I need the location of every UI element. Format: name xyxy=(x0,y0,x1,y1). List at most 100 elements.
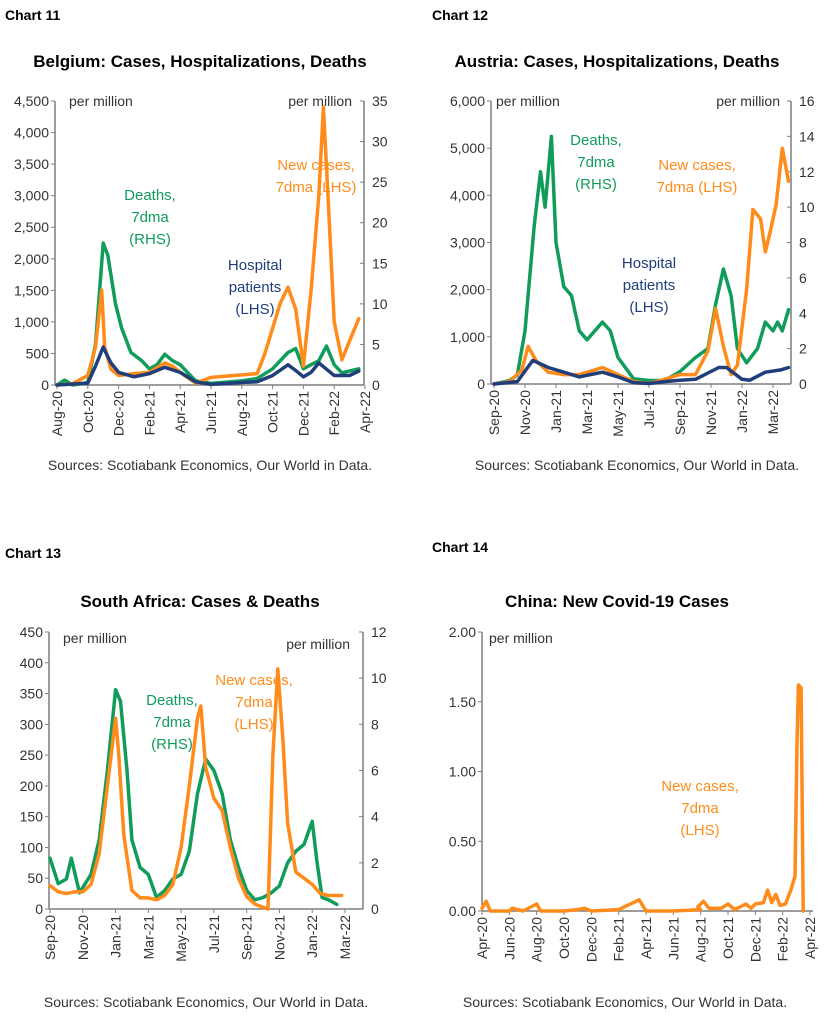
x-tick-label: Aug-21 xyxy=(234,391,250,436)
x-tick-label: Dec-21 xyxy=(295,391,311,436)
series-label-line: (RHS) xyxy=(151,736,193,753)
x-tick-label: Nov-20 xyxy=(517,390,533,435)
chart-label: Chart 13 xyxy=(5,545,61,561)
y2-tick-label: 35 xyxy=(372,93,388,109)
series-label-line: (RHS) xyxy=(129,231,171,248)
series-label-line: New cases, xyxy=(277,157,355,174)
series-label-line: Hospital xyxy=(622,255,676,272)
y2-tick-label: 16 xyxy=(799,93,815,109)
x-tick-label: Mar-22 xyxy=(337,915,353,960)
y-tick-label: 1.00 xyxy=(449,764,476,780)
x-tick-label: Feb-21 xyxy=(611,917,627,962)
y-tick-label: 2,000 xyxy=(14,251,49,267)
x-tick-label: Apr-21 xyxy=(172,391,188,433)
series-label-line: 7dma (LHS) xyxy=(276,179,357,196)
series-label-hospital: Hospital patients (LHS) xyxy=(622,255,676,316)
plot-area: 0.00 0.50 1.00 1.50 2.00 Apr-20 Jun-20 Aug-20 Oc… xyxy=(449,624,818,962)
x-tick-label: May-21 xyxy=(610,390,626,437)
y2-tick-label: 6 xyxy=(371,763,379,779)
y-tick-label: 1,500 xyxy=(14,282,49,298)
y-tick-label: 100 xyxy=(20,839,44,855)
unit-label-left: per million xyxy=(496,93,560,109)
series-line-cases xyxy=(492,146,791,386)
series-label-line: 7dma xyxy=(577,154,615,171)
chart-title: South Africa: Cases & Deaths xyxy=(80,592,319,611)
y2-tick-label: 2 xyxy=(799,341,807,357)
plot-area: 0 50 100 150 200 250 300 350 400 450 0 2 4 6 8 10 12 Sep-… xyxy=(20,624,387,962)
x-tick-label: Apr-22 xyxy=(357,391,373,433)
x-tick-label: Apr-22 xyxy=(802,917,818,959)
series-label-line: 7dma xyxy=(235,694,273,711)
y-tick-label: 450 xyxy=(20,624,44,640)
y2-tick-label: 4 xyxy=(799,305,807,321)
series-label-cases: New cases, 7dma (LHS) xyxy=(657,157,738,196)
y-tick-label: 3,000 xyxy=(14,188,49,204)
x-tick-label: Jan-21 xyxy=(108,915,124,958)
y-tick-label: 4,000 xyxy=(450,187,485,203)
series-label-deaths: Deaths, 7dma (RHS) xyxy=(570,132,622,193)
y2-tick-label: 14 xyxy=(799,128,815,144)
x-tick-label: Oct-20 xyxy=(80,391,96,433)
y2-tick-label: 12 xyxy=(371,624,387,640)
chart-12: Chart 12 Austria: Cases, Hospitalization… xyxy=(432,7,799,473)
y-tick-label: 500 xyxy=(26,345,50,361)
y-tick-label: 0 xyxy=(35,901,43,917)
series-label-line: 7dma (LHS) xyxy=(657,179,738,196)
series-label-line: (LHS) xyxy=(234,716,273,733)
x-tick-label: Jun-21 xyxy=(665,917,681,960)
x-tick-label: May-21 xyxy=(173,915,189,962)
x-tick-label: Nov-21 xyxy=(271,915,287,960)
y2-tick-label: 10 xyxy=(799,199,815,215)
series-label-line: Hospital xyxy=(228,257,282,274)
series-label-line: (LHS) xyxy=(235,301,274,318)
chart-source: Sources: Scotiabank Economics, Our World… xyxy=(48,457,372,473)
unit-label-left: per million xyxy=(63,630,127,646)
plot-area: 0 1,000 2,000 3,000 4,000 5,000 6,000 0 2 4 6 8 10 12… xyxy=(450,93,815,437)
y2-tick-label: 0 xyxy=(371,901,379,917)
y-tick-label: 2.00 xyxy=(449,624,476,640)
y-tick-label: 1,000 xyxy=(14,314,49,330)
chart-14: Chart 14 China: New Covid-19 Cases Sourc… xyxy=(432,539,787,1010)
chart-11: Chart 11 Belgium: Cases, Hospitalization… xyxy=(5,7,372,473)
series-line-deaths xyxy=(55,241,361,387)
series-label-line: Deaths, xyxy=(124,187,176,204)
series-label-line: 7dma xyxy=(681,800,719,817)
y2-tick-label: 2 xyxy=(371,855,379,871)
series-line-hospital xyxy=(492,358,791,386)
series-label-line: New cases, xyxy=(661,778,739,795)
series-label-line: patients xyxy=(229,279,282,296)
series-label-line: 7dma xyxy=(131,209,169,226)
y-tick-label: 2,500 xyxy=(14,219,49,235)
unit-label-left: per million xyxy=(489,630,553,646)
y-tick-label: 0 xyxy=(477,376,485,392)
y2-tick-label: 15 xyxy=(372,255,388,271)
y2-tick-label: 8 xyxy=(799,235,807,251)
y2-tick-label: 20 xyxy=(372,215,388,231)
x-tick-label: Aug-20 xyxy=(529,917,545,962)
unit-label-right: per million xyxy=(716,93,780,109)
series-label-cases: New cases, 7dma (LHS) xyxy=(215,672,293,733)
y2-tick-label: 4 xyxy=(371,809,379,825)
x-tick-label: Jan-21 xyxy=(548,390,564,433)
y-tick-label: 0.50 xyxy=(449,833,476,849)
x-tick-label: Sep-21 xyxy=(239,915,255,960)
x-tick-label: Nov-21 xyxy=(703,390,719,435)
y-tick-label: 4,500 xyxy=(14,93,49,109)
y2-tick-label: 5 xyxy=(372,336,380,352)
chart-source: Sources: Scotiabank Economics, Our World… xyxy=(475,457,799,473)
x-tick-label: Mar-21 xyxy=(140,915,156,960)
y-tick-label: 2,000 xyxy=(450,282,485,298)
series-label-line: Deaths, xyxy=(570,132,622,149)
x-tick-label: Jul-21 xyxy=(641,390,657,428)
y-tick-label: 250 xyxy=(20,747,44,763)
x-tick-label: Dec-20 xyxy=(111,391,127,436)
series-label-line: Deaths, xyxy=(146,692,198,709)
x-tick-label: Jan-22 xyxy=(734,390,750,433)
x-tick-label: Mar-21 xyxy=(579,390,595,435)
series-label-line: (RHS) xyxy=(575,176,617,193)
series-label-line: 7dma xyxy=(153,714,191,731)
series-label-line: New cases, xyxy=(215,672,293,689)
x-tick-label: Sep-21 xyxy=(672,390,688,435)
y-tick-label: 200 xyxy=(20,778,44,794)
x-tick-label: Apr-20 xyxy=(474,917,490,959)
